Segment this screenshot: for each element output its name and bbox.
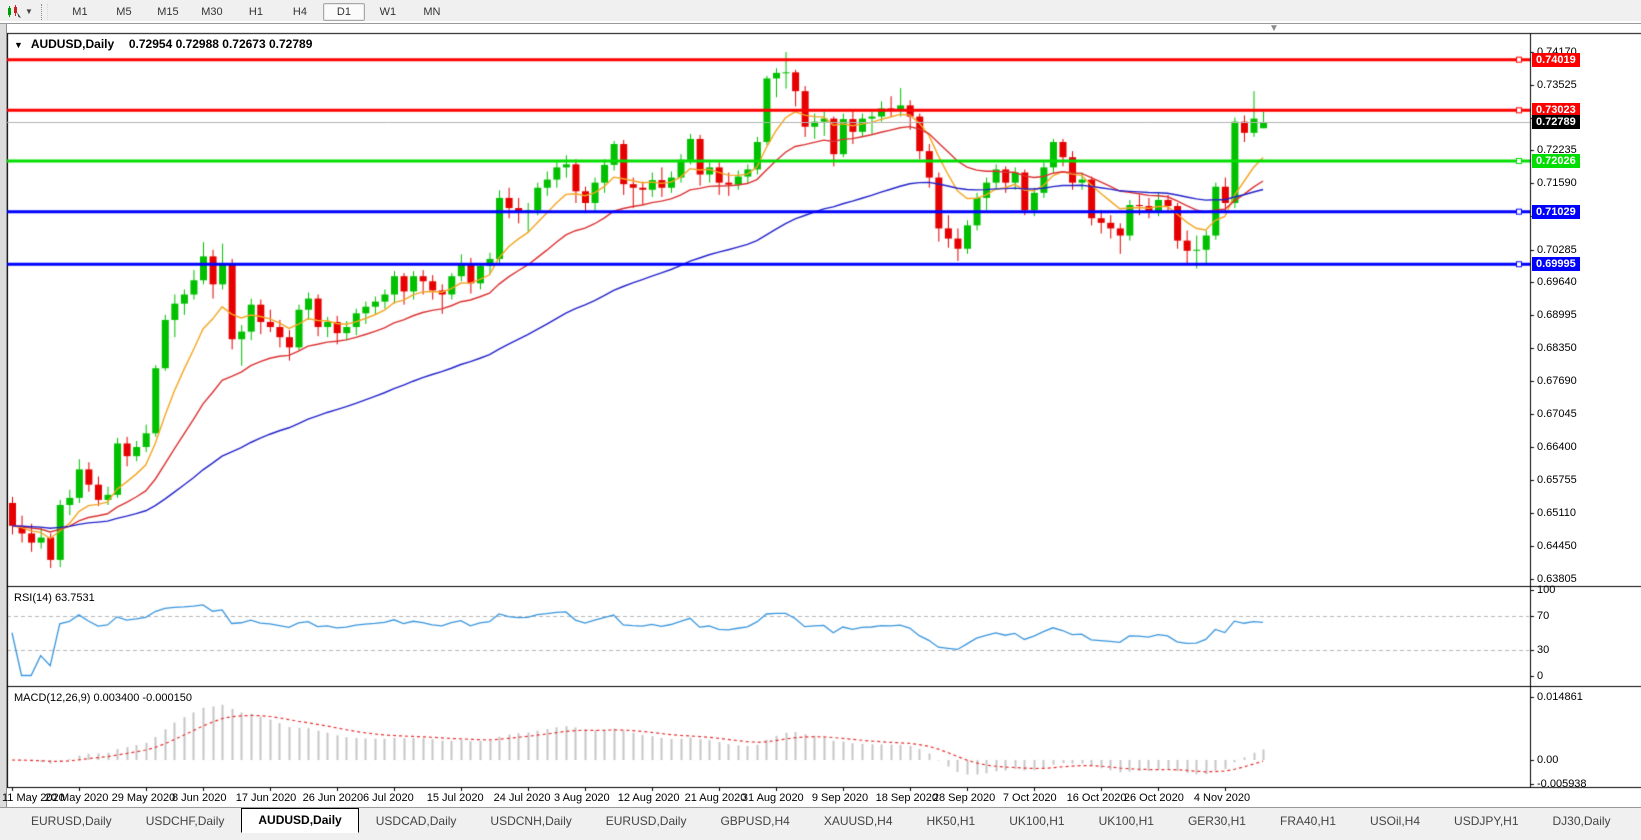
rsi-axis-label: 100 xyxy=(1537,584,1556,596)
price-tick-label: 0.68350 xyxy=(1537,341,1577,354)
date-label: 4 Nov 2020 xyxy=(1193,792,1251,804)
date-label: 26 Oct 2020 xyxy=(1123,792,1184,804)
scroll-shift-marker-icon[interactable]: ▼ xyxy=(1269,23,1279,34)
timeframe-button-mn[interactable]: MN xyxy=(423,6,441,18)
price-tick-label: 0.64450 xyxy=(1537,540,1577,553)
timeframe-button-w1[interactable]: W1 xyxy=(379,6,397,18)
hline-price-badge: 0.74019 xyxy=(1532,52,1580,67)
timeframe-button-m15[interactable]: M15 xyxy=(157,6,179,18)
dropdown-caret-icon[interactable]: ▼ xyxy=(25,7,33,16)
price-tick-label: 0.66400 xyxy=(1537,441,1577,454)
hline-price-badge: 0.73023 xyxy=(1532,103,1580,118)
macd-axis-label: 0.014861 xyxy=(1537,690,1583,703)
tab-fra40-h1[interactable]: FRA40,H1 xyxy=(1279,814,1337,828)
price-tick-label: 0.69640 xyxy=(1537,276,1577,289)
timeframe-button-h1[interactable]: H1 xyxy=(248,6,263,18)
left-edge-strip xyxy=(0,24,7,840)
timeframe-buttons: M1 M5 M15 M30 H1 H4 D1 W1 MN xyxy=(58,2,454,21)
tab-ger30-h1[interactable]: GER30,H1 xyxy=(1187,814,1246,828)
tab-dj30-daily[interactable]: DJ30,Daily xyxy=(1552,814,1611,828)
macd-axis-label: -0.005938 xyxy=(1537,778,1587,790)
date-label: 29 May 2020 xyxy=(111,792,176,804)
tab-eurusd-daily[interactable]: EURUSD,Daily xyxy=(31,814,112,828)
price-tick-label: 0.68995 xyxy=(1537,309,1577,322)
date-label: 11 May 2020 xyxy=(2,792,65,804)
chart-type-icon[interactable] xyxy=(6,4,22,19)
hline-price-badge: 0.72026 xyxy=(1532,154,1580,168)
timeframe-button-m1[interactable]: M1 xyxy=(72,6,88,18)
tab-xauusd-h4[interactable]: XAUUSD,H4 xyxy=(823,814,893,828)
date-label: 7 Oct 2020 xyxy=(1002,792,1057,804)
price-tick-label: 0.70285 xyxy=(1537,243,1577,256)
tab-usdcad-daily[interactable]: USDCAD,Daily xyxy=(375,814,457,828)
tab-china300-h1[interactable]: CHINA300,H1 xyxy=(1628,809,1641,833)
ohlc-values: 0.72954 0.72988 0.72673 0.72789 xyxy=(128,37,313,51)
tab-uk100-h1[interactable]: UK100,H1 xyxy=(1009,814,1065,828)
tab-usdchf-daily[interactable]: USDCHF,Daily xyxy=(145,814,225,828)
date-label: 8 Jun 2020 xyxy=(172,792,227,804)
price-tick-label: 0.65110 xyxy=(1537,506,1576,519)
price-tick-label: 0.63805 xyxy=(1537,572,1577,585)
toolbar-grip[interactable] xyxy=(40,3,48,20)
hline-price-badge: 0.71029 xyxy=(1532,204,1580,219)
date-label: 28 Sep 2020 xyxy=(932,792,996,804)
date-label: 21 Aug 2020 xyxy=(684,792,747,804)
date-label: 20 May 2020 xyxy=(44,792,109,804)
price-tick-label: 0.72235 xyxy=(1537,144,1577,157)
date-label: 3 Aug 2020 xyxy=(554,792,610,804)
timeframe-toolbar: ▼ M1 M5 M15 M30 H1 H4 D1 W1 MN xyxy=(0,0,1641,24)
tab-usdjpy-h1[interactable]: USDJPY,H1 xyxy=(1454,814,1519,828)
hline-price-badge: 0.69995 xyxy=(1532,257,1580,272)
rsi-label: RSI(14) 63.7531 xyxy=(14,592,95,604)
tab-uk100-h1[interactable]: UK100,H1 xyxy=(1098,814,1154,828)
current-price-badge: 0.72789 xyxy=(1532,115,1580,130)
tab-usdcnh-daily[interactable]: USDCNH,Daily xyxy=(490,814,572,828)
date-label: 12 Aug 2020 xyxy=(617,792,680,804)
tab-usoil-h4[interactable]: USOil,H4 xyxy=(1370,814,1421,828)
price-tick-label: 0.67045 xyxy=(1537,408,1577,421)
macd-axis-label: 0.00 xyxy=(1537,754,1559,766)
date-label: 9 Sep 2020 xyxy=(811,792,869,804)
date-label: 6 Jul 2020 xyxy=(363,792,414,804)
price-tick-label: 0.65755 xyxy=(1537,473,1577,486)
collapse-triangle-icon[interactable]: ▼ xyxy=(14,40,23,50)
rsi-axis-label: 30 xyxy=(1537,643,1550,656)
chart-tab-bar: EURUSD,Daily USDCHF,Daily AUDUSD,Daily USDC… xyxy=(0,807,1641,833)
date-label: 16 Oct 2020 xyxy=(1066,792,1127,804)
tab-eurusd-daily[interactable]: EURUSD,Daily xyxy=(605,814,687,828)
symbol-period-label: AUDUSD,Daily xyxy=(30,37,115,51)
date-label: 24 Jul 2020 xyxy=(493,792,551,804)
price-tick-label: 0.71590 xyxy=(1537,177,1577,190)
macd-label: MACD(12,26,9) 0.003400 -0.000150 xyxy=(14,692,192,704)
tab-audusd-daily[interactable]: AUDUSD,Daily xyxy=(241,808,359,833)
chart-title: ▼ AUDUSD,Daily 0.72954 0.72988 0.72673 0… xyxy=(14,37,312,51)
timeframe-button-d1[interactable]: D1 xyxy=(322,3,365,21)
date-label: 15 Jul 2020 xyxy=(426,792,484,804)
price-tick-label: 0.67690 xyxy=(1537,375,1577,388)
bottom-strip xyxy=(0,833,1641,840)
rsi-axis-label: 0 xyxy=(1537,669,1544,682)
tab-hk50-h1[interactable]: HK50,H1 xyxy=(926,814,976,828)
date-label: 17 Jun 2020 xyxy=(235,792,297,804)
date-label: 26 Jun 2020 xyxy=(302,792,364,804)
date-label: 31 Aug 2020 xyxy=(741,792,804,804)
date-label: 18 Sep 2020 xyxy=(875,792,938,804)
timeframe-button-m5[interactable]: M5 xyxy=(116,6,132,18)
rsi-axis-label: 70 xyxy=(1537,609,1550,622)
timeframe-button-h4[interactable]: H4 xyxy=(292,6,307,18)
price-tick-label: 0.73525 xyxy=(1537,78,1577,91)
timeframe-button-m30[interactable]: M30 xyxy=(201,6,223,18)
tab-gbpusd-h4[interactable]: GBPUSD,H4 xyxy=(720,814,790,828)
